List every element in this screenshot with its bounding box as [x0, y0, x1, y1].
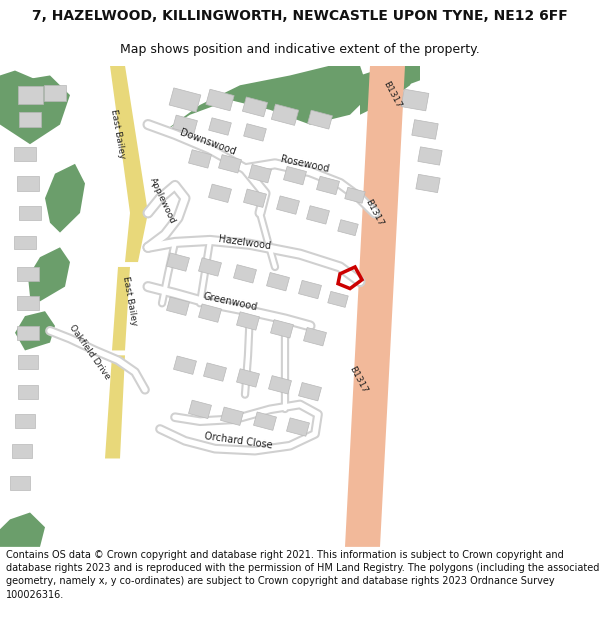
Polygon shape: [0, 76, 70, 144]
Bar: [236, 369, 259, 387]
Bar: [271, 104, 299, 126]
Bar: [19, 112, 41, 127]
Bar: [401, 89, 429, 111]
Polygon shape: [380, 66, 420, 95]
Polygon shape: [28, 248, 70, 301]
Bar: [18, 385, 38, 399]
Text: Greenwood: Greenwood: [202, 291, 258, 312]
Bar: [209, 184, 232, 203]
Bar: [17, 326, 39, 339]
Bar: [244, 189, 266, 208]
Text: Map shows position and indicative extent of the property.: Map shows position and indicative extent…: [120, 42, 480, 56]
Polygon shape: [105, 66, 148, 262]
Bar: [299, 382, 322, 401]
Bar: [307, 206, 329, 224]
Bar: [412, 119, 438, 139]
Text: Hazelwood: Hazelwood: [218, 234, 272, 251]
Bar: [14, 147, 36, 161]
Bar: [169, 88, 201, 112]
Text: B1317: B1317: [347, 365, 369, 395]
Bar: [173, 115, 197, 134]
Bar: [418, 147, 442, 165]
Bar: [317, 176, 340, 194]
Bar: [308, 110, 332, 129]
Bar: [167, 253, 190, 271]
Bar: [254, 412, 277, 431]
Polygon shape: [105, 356, 125, 459]
Text: 7, HAZELWOOD, KILLINGWORTH, NEWCASTLE UPON TYNE, NE12 6FF: 7, HAZELWOOD, KILLINGWORTH, NEWCASTLE UP…: [32, 9, 568, 23]
Bar: [277, 196, 299, 214]
Text: B1317: B1317: [363, 198, 385, 228]
Polygon shape: [345, 66, 405, 547]
Polygon shape: [0, 71, 40, 119]
Bar: [299, 281, 322, 299]
Bar: [242, 97, 268, 117]
Bar: [173, 356, 196, 374]
Bar: [244, 124, 266, 141]
Bar: [233, 264, 256, 283]
Text: Orchard Close: Orchard Close: [203, 431, 272, 451]
Bar: [17, 86, 43, 104]
Bar: [248, 164, 271, 183]
Bar: [416, 174, 440, 192]
Bar: [44, 85, 66, 101]
Bar: [338, 220, 358, 236]
Bar: [287, 418, 310, 436]
Bar: [188, 150, 211, 168]
Bar: [345, 188, 365, 203]
Text: Rosewood: Rosewood: [280, 154, 330, 174]
Text: B1317: B1317: [381, 80, 403, 110]
Bar: [18, 356, 38, 369]
Text: Oakfield Drive: Oakfield Drive: [68, 323, 112, 381]
Bar: [19, 206, 41, 220]
Bar: [14, 236, 36, 249]
Bar: [206, 89, 234, 111]
Bar: [167, 297, 190, 316]
Bar: [15, 414, 35, 428]
Text: Applewood: Applewood: [148, 177, 178, 226]
Bar: [236, 312, 259, 330]
Bar: [17, 296, 39, 310]
Text: Contains OS data © Crown copyright and database right 2021. This information is : Contains OS data © Crown copyright and d…: [6, 550, 599, 599]
Polygon shape: [160, 66, 370, 134]
Polygon shape: [0, 512, 45, 547]
Polygon shape: [45, 164, 85, 232]
Bar: [266, 272, 289, 291]
Bar: [199, 258, 221, 276]
Text: East Bailey: East Bailey: [121, 276, 139, 327]
Bar: [199, 304, 221, 322]
Text: East Bailey: East Bailey: [109, 109, 127, 160]
Bar: [221, 407, 244, 426]
Bar: [203, 363, 226, 381]
Polygon shape: [360, 66, 420, 115]
Bar: [218, 154, 241, 173]
Bar: [269, 376, 292, 394]
Bar: [10, 476, 30, 490]
Bar: [12, 444, 32, 458]
Polygon shape: [450, 66, 600, 547]
Bar: [17, 267, 39, 281]
Bar: [17, 176, 39, 191]
Bar: [271, 319, 293, 338]
Bar: [328, 291, 348, 308]
Bar: [284, 166, 307, 185]
Bar: [188, 400, 211, 419]
Polygon shape: [112, 267, 130, 351]
Text: Downswood: Downswood: [179, 127, 238, 157]
Bar: [209, 118, 232, 135]
Polygon shape: [15, 311, 55, 351]
Bar: [304, 328, 326, 346]
